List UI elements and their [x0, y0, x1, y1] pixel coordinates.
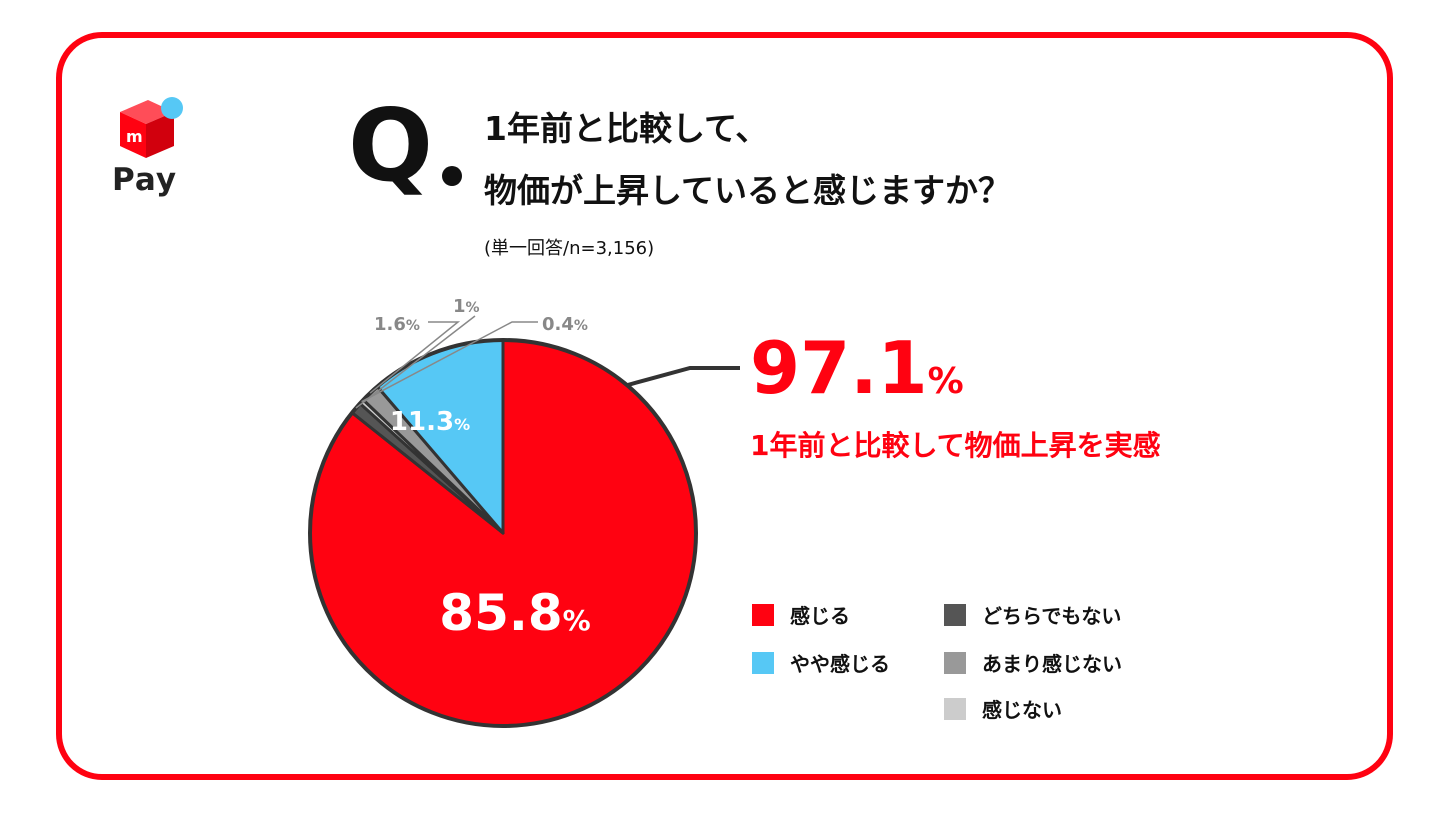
headline-value: 97.1	[750, 326, 928, 410]
question-line-1: 1年前と比較して、	[484, 109, 769, 148]
legend-swatch	[752, 651, 774, 674]
legend-swatch	[752, 603, 774, 626]
legend-label: 感じない	[982, 698, 1062, 722]
slice-label-4: 11.3%	[390, 407, 470, 437]
legend-item-not-really: あまり感じない	[944, 648, 1122, 677]
legend-label: どちらでもない	[982, 604, 1122, 628]
question-line-2: 物価が上昇していると感じますか？	[484, 171, 1012, 210]
slice-label-2: 0.4%	[542, 314, 588, 335]
slice-label-1: 1%	[453, 296, 480, 317]
leader-line-3	[369, 321, 461, 394]
legend-swatch	[944, 603, 966, 626]
card-frame	[56, 32, 1393, 780]
legend-item-not-feel: 感じない	[944, 694, 1062, 723]
legend-label: 感じる	[790, 604, 850, 628]
legend-item-neither: どちらでもない	[944, 600, 1121, 629]
headline-callout-line	[626, 366, 740, 388]
sample-note: (単一回答/n=3,156)	[484, 238, 655, 259]
question-dot	[442, 166, 462, 186]
svg-text:m: m	[126, 127, 143, 146]
leader-line-2	[361, 321, 538, 403]
pie-outline	[308, 338, 698, 728]
legend-swatch	[944, 651, 966, 674]
slice-label-3: 1.6%	[374, 314, 420, 335]
legend-swatch	[944, 697, 966, 720]
logo-label: Pay	[112, 162, 178, 198]
legend-label: あまり感じない	[982, 652, 1122, 676]
merpay-logo-icon: m	[120, 97, 183, 158]
leader-line-1	[355, 315, 476, 409]
headline-unit: %	[927, 361, 964, 402]
question-mark-letter: Q	[348, 87, 434, 204]
slice-label-0: 85.8%	[439, 584, 590, 642]
legend-item-feel: 感じる	[752, 600, 850, 629]
headline-caption: 1年前と比較して物価上昇を実感	[750, 429, 1161, 462]
legend-label: やや感じる	[790, 652, 890, 676]
legend-item-somewhat-feel: やや感じる	[752, 648, 890, 677]
headline-total: 97.1%	[750, 328, 964, 408]
